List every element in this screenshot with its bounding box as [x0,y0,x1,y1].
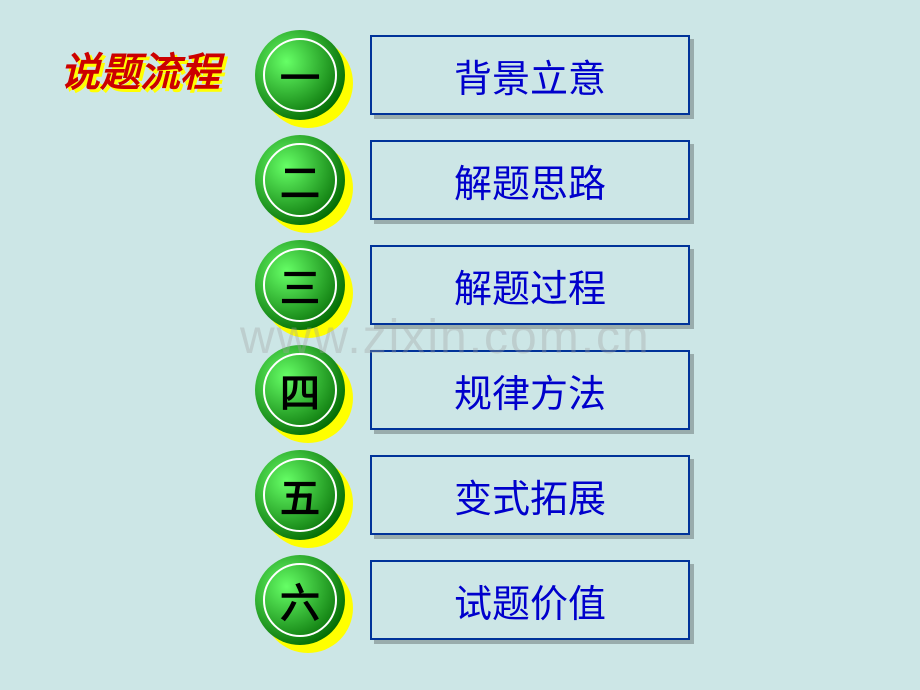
step-number: 四 [280,361,320,419]
step-badge[interactable]: 二 [255,135,345,225]
step-number: 六 [280,571,320,629]
step-label: 变式拓展 [454,468,606,523]
step-box[interactable]: 变式拓展 [370,455,690,535]
step-badge[interactable]: 四 [255,345,345,435]
flow-row: 一背景立意 [255,30,353,128]
step-label: 背景立意 [454,48,606,103]
flow-row: 三解题过程 [255,240,353,338]
step-label: 解题过程 [454,258,606,313]
step-label: 规律方法 [454,363,606,418]
flow-row: 二解题思路 [255,135,353,233]
step-label: 解题思路 [454,153,606,208]
step-number: 一 [280,46,320,104]
step-number: 五 [280,466,320,524]
step-number: 二 [280,151,320,209]
step-box[interactable]: 背景立意 [370,35,690,115]
step-box[interactable]: 试题价值 [370,560,690,640]
slide-title: 说题流程 [60,40,220,98]
flow-row: 四规律方法 [255,345,353,443]
step-badge[interactable]: 三 [255,240,345,330]
step-badge[interactable]: 五 [255,450,345,540]
step-box[interactable]: 规律方法 [370,350,690,430]
step-box[interactable]: 解题过程 [370,245,690,325]
step-label: 试题价值 [454,573,606,628]
step-number: 三 [280,256,320,314]
step-badge[interactable]: 一 [255,30,345,120]
flow-row: 六试题价值 [255,555,353,653]
step-badge[interactable]: 六 [255,555,345,645]
step-box[interactable]: 解题思路 [370,140,690,220]
flow-row: 五变式拓展 [255,450,353,548]
